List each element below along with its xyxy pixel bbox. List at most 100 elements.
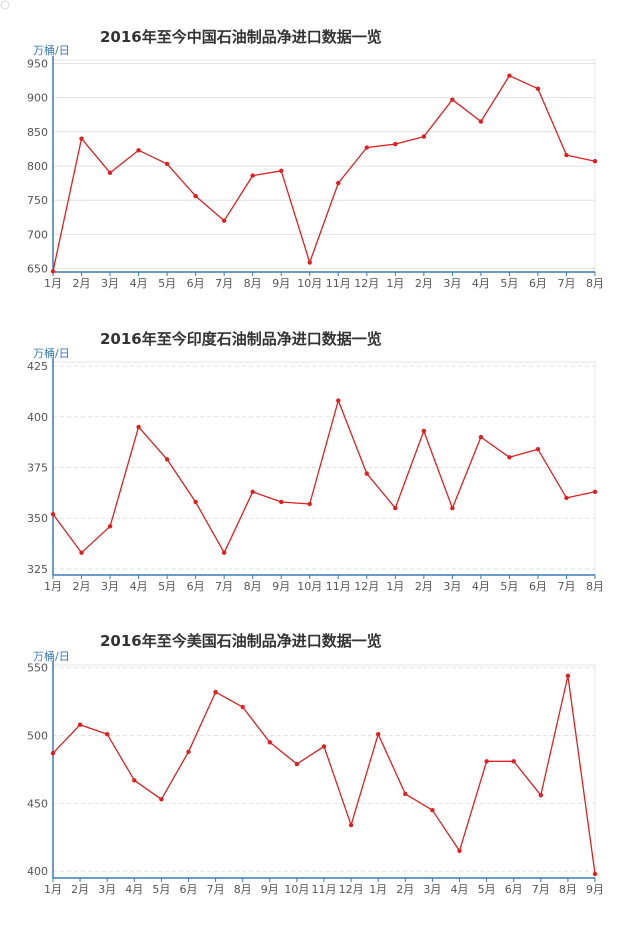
x-tick-label: 2月 — [415, 277, 433, 290]
y-axis-unit-label: 万桶/日 — [33, 347, 70, 360]
data-point — [450, 97, 455, 102]
y-tick-label: 700 — [27, 228, 48, 241]
x-tick-label: 4月 — [472, 277, 490, 290]
x-tick-label: 4月 — [125, 883, 143, 896]
data-point — [364, 145, 369, 150]
data-point — [279, 168, 284, 173]
x-tick-label: 8月 — [586, 580, 604, 593]
x-tick-label: 9月 — [272, 277, 290, 290]
data-point — [193, 193, 198, 199]
data-point — [450, 505, 455, 511]
y-tick-label: 950 — [27, 57, 48, 70]
x-tick-label: 12月 — [354, 580, 379, 593]
x-tick-label: 7月 — [215, 277, 233, 290]
x-tick-label: 3月 — [423, 883, 441, 896]
data-point — [507, 455, 512, 460]
chart-panel-usa: 2016年至今美国石油制品净进口数据一览 万桶/日 400 450 500 550 1月… — [0, 605, 640, 931]
data-point — [307, 501, 312, 507]
data-point — [403, 791, 408, 797]
data-point — [136, 424, 141, 430]
data-point — [294, 761, 300, 767]
data-point — [478, 119, 484, 124]
y-tick-label: 375 — [27, 461, 48, 474]
series-line — [52, 675, 596, 874]
y-tick-label: 650 — [27, 263, 48, 276]
x-tick-label: 8月 — [559, 883, 577, 896]
x-tick-label: 8月 — [234, 883, 252, 896]
data-point — [565, 673, 571, 679]
data-point — [592, 159, 598, 164]
x-tick-label: 4月 — [130, 580, 148, 593]
line-chart-china: 650 700 750 800 850 900 950 1月 2月 3月 4月 5月 6月 7月 8月 9月 1… — [27, 56, 604, 290]
y-tick-label: 900 — [27, 92, 48, 105]
data-point — [421, 428, 427, 434]
x-tick-label: 7月 — [557, 580, 575, 593]
x-tick-label: 5月 — [158, 277, 176, 290]
x-tick-label: 8月 — [244, 277, 262, 290]
x-tick-label: 3月 — [101, 580, 119, 593]
chart-panel-india: 2016年至今印度石油制品净进口数据一览 万桶/日 325 350 375 400 42… — [0, 300, 640, 605]
data-point — [564, 152, 569, 158]
data-point — [336, 398, 341, 403]
data-point — [221, 218, 227, 223]
chart-panel-china: 2016年至今中国石油制品净进口数据一览 万桶/日 650 700 750 800 85… — [0, 0, 640, 300]
plot-frame — [52, 361, 596, 576]
data-point — [457, 848, 462, 854]
data-point — [393, 141, 398, 147]
data-point — [321, 744, 327, 749]
data-point — [50, 750, 56, 756]
data-point — [250, 173, 255, 178]
plot-frame — [52, 664, 596, 879]
x-tick-label: 4月 — [451, 883, 469, 896]
x-tick-label: 5月 — [158, 580, 176, 593]
y-tick-label: 800 — [27, 160, 48, 173]
y-tick-label: 425 — [27, 360, 48, 373]
series-line — [52, 399, 596, 554]
data-point — [79, 550, 84, 555]
x-tick-label: 10月 — [284, 883, 309, 896]
data-point — [107, 170, 113, 176]
y-axis-unit-label: 万桶/日 — [33, 650, 70, 663]
data-point — [279, 499, 284, 505]
x-tick-label: 8月 — [586, 277, 604, 290]
data-point — [538, 793, 543, 798]
x-tick-label: 3月 — [98, 883, 116, 896]
x-tick-label: 6月 — [180, 883, 198, 896]
line-chart-usa: 400 450 500 550 1月 2月 3月 4月 5月 6月 7月 8月 9月 10月 11月 12月 1… — [27, 661, 604, 896]
y-tick-label: 450 — [27, 797, 48, 810]
x-tick-label: 3月 — [443, 580, 461, 593]
data-point — [592, 871, 598, 877]
data-point — [105, 731, 110, 737]
x-tick-label: 2月 — [73, 277, 91, 290]
x-tick-label: 6月 — [529, 277, 547, 290]
data-point — [107, 524, 113, 529]
watermark-logo — [0, 0, 10, 10]
y-tick-label: 500 — [27, 730, 48, 743]
data-point — [393, 505, 398, 511]
y-tick-label: 325 — [27, 563, 48, 576]
data-point — [186, 749, 191, 755]
x-tick-label: 1月 — [44, 277, 62, 290]
y-axis-unit-label: 万桶/日 — [33, 44, 70, 57]
data-point — [376, 731, 381, 737]
y-tick-label: 400 — [27, 411, 48, 424]
x-tick-label: 9月 — [261, 883, 279, 896]
chart-title: 2016年至今印度石油制品净进口数据一览 — [100, 330, 382, 348]
data-point — [478, 434, 484, 440]
x-tick-label: 12月 — [354, 277, 379, 290]
chart-title: 2016年至今美国石油制品净进口数据一览 — [100, 632, 382, 650]
x-tick-label: 11月 — [312, 883, 337, 896]
x-tick-label: 6月 — [529, 580, 547, 593]
x-tick-label: 7月 — [215, 580, 233, 593]
data-point — [213, 689, 218, 695]
x-tick-label: 2月 — [71, 883, 89, 896]
x-tick-label: 6月 — [505, 883, 523, 896]
data-point — [535, 447, 541, 452]
x-tick-label: 1月 — [44, 883, 62, 896]
x-tick-label: 1月 — [44, 580, 62, 593]
x-tick-label: 6月 — [187, 277, 205, 290]
x-tick-label: 11月 — [326, 277, 351, 290]
y-tick-label: 350 — [27, 512, 48, 525]
x-tick-label: 2月 — [396, 883, 414, 896]
data-point — [50, 269, 56, 274]
